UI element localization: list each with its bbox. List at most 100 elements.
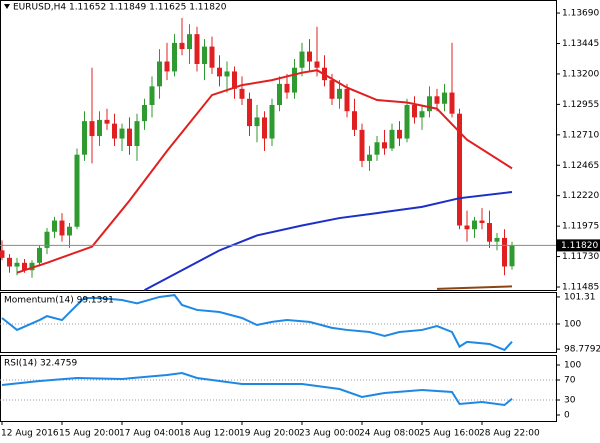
chart-title: EURUSD,H4 1.11652 1.11849 1.11625 1.1182… [13,3,227,13]
last-price-label: 1.11820 [561,241,598,251]
candle-body [82,121,87,155]
candle-body [344,88,350,112]
candle-body [292,67,297,93]
candle-body [112,123,117,139]
indicator-line [1,371,513,407]
candle-body [442,92,447,104]
candle-body [142,104,147,122]
candle-body [299,51,305,68]
candle-body [149,86,155,105]
candle-body [502,237,507,267]
candle-body [404,104,410,139]
y-tick-label: 1.11975 [562,222,599,232]
candle-body [209,46,215,68]
candle-body [134,121,140,146]
candle-body [179,42,185,50]
candle-body [217,67,222,77]
y-tick-label: 1.12465 [562,161,599,171]
candle-body [337,88,342,99]
candle-body [464,225,470,230]
candle-body [479,220,485,224]
candle-body [262,117,267,139]
candle-body [232,71,237,89]
candle-body [427,96,432,112]
candle-body [419,111,425,118]
candle-body [457,113,462,226]
last-price-box [557,239,600,252]
candle-body [194,34,200,64]
x-tick-label: 17 Aug 04:00 [119,429,180,439]
candle-body [164,61,170,72]
y-tick-label: 1.12955 [562,100,599,110]
candle-body [0,250,5,258]
candle-body [224,71,230,77]
y-tick-label: 98.7792 [564,345,600,355]
indicator-line [1,294,513,352]
candle-body [74,154,80,227]
panel-frame [0,355,557,422]
indicator-title: RSI(14) 32.4759 [4,359,77,369]
candle-body [157,61,162,87]
candle-body [97,119,102,137]
candle-body [89,121,95,137]
x-tick-label: 25 Aug 16:00 [419,429,480,439]
candle-body [7,257,12,267]
candle-body [37,247,42,263]
y-tick-label: 30 [564,396,576,406]
candle-body [307,51,312,62]
y-tick-label: 1.13200 [562,69,599,79]
candle-body [397,129,402,139]
candle-body [314,61,320,68]
y-tick-label: 1.11730 [562,252,599,262]
moving-average [16,69,513,274]
x-tick-label: 28 Aug 22:00 [479,429,540,439]
panel-frame [0,292,557,353]
y-tick-label: 0 [564,411,570,421]
candle-body [187,34,192,50]
moving-average [436,285,513,290]
candle-body [412,104,417,118]
candle-body [119,128,125,139]
candle-body [509,245,515,267]
x-tick-label: 24 Aug 08:00 [359,429,420,439]
candle-body [254,117,260,127]
candle-body [472,220,477,230]
candle-body [449,92,455,114]
y-tick-label: 1.12220 [562,191,599,201]
candle-body [44,231,50,248]
x-tick-label: 15 Aug 20:00 [59,429,120,439]
candle-body [22,262,27,271]
y-tick-label: 1.13445 [562,39,599,49]
candle-body [487,223,492,242]
x-tick-label: 18 Aug 12:00 [179,429,240,439]
candle-body [202,46,207,64]
candle-body [374,142,380,155]
x-tick-label: 23 Aug 00:00 [299,429,360,439]
menu-arrow [4,4,10,9]
panel-frame [0,0,557,291]
y-tick-label: 100 [564,361,581,371]
candle-body [434,96,440,104]
candle-body [127,128,132,146]
moving-average [144,190,513,292]
candle-body [382,142,387,149]
y-tick-label: 70 [564,376,576,386]
x-tick-label: 12 Aug 2016 [1,429,59,439]
candle-body [277,83,282,105]
y-tick-label: 1.13690 [562,9,599,19]
candle-body [284,83,290,93]
y-tick-label: 1.11485 [562,283,599,293]
candle-body [389,129,395,149]
x-tick-label: 19 Aug 20:00 [239,429,300,439]
candle-body [67,226,72,236]
candle-body [52,220,57,232]
candle-body [352,111,357,130]
candle-body [329,80,335,99]
candle-body [247,98,252,127]
candle-body [239,88,245,99]
y-tick-label: 101.31 [564,292,596,302]
candle-body [269,104,275,139]
candle-body [359,129,365,161]
candle-body [29,262,35,271]
